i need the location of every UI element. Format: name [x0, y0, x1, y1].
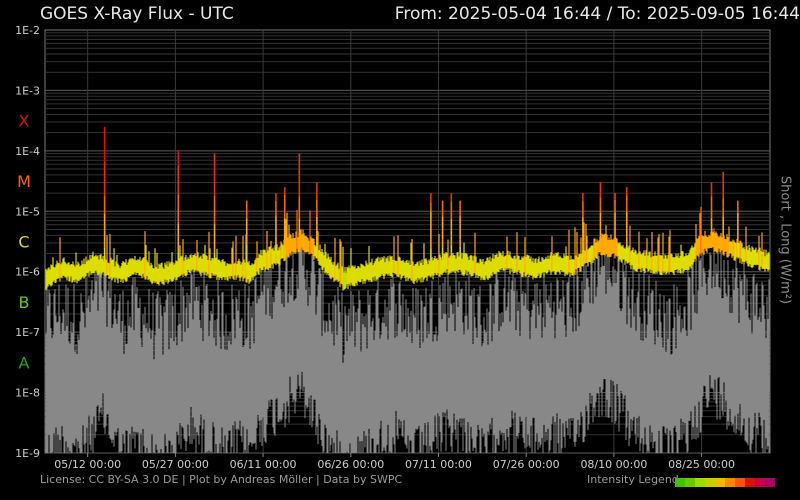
y-tick-label: 1E-9 [15, 447, 40, 460]
y-tick-label: 1E-6 [15, 266, 40, 279]
legend-swatch [705, 478, 715, 487]
legend-swatch [755, 478, 765, 487]
x-tick-label: 07/26 00:00 [493, 458, 560, 471]
intensity-legend-label: Intensity Legend [587, 473, 679, 486]
legend-swatch [675, 478, 685, 487]
legend-swatch [685, 478, 695, 487]
y-axis-label: Short , Long (W/m²) [777, 175, 793, 305]
intensity-legend-bar [675, 478, 775, 487]
x-tick-label: 07/11 00:00 [405, 458, 472, 471]
legend-swatch [745, 478, 755, 487]
legend-swatch [765, 478, 775, 487]
flare-class-a: A [19, 353, 30, 372]
x-tick-label: 05/12 00:00 [54, 458, 121, 471]
legend-swatch [695, 478, 705, 487]
y-tick-label: 1E-7 [15, 326, 40, 339]
x-tick-label: 06/26 00:00 [317, 458, 384, 471]
y-tick-label: 1E-3 [15, 84, 40, 97]
flare-class-b: B [19, 293, 30, 312]
series-short [45, 227, 770, 453]
license-text: License: CC BY-SA 3.0 DE | Plot by Andre… [40, 473, 403, 486]
flare-class-m: M [17, 172, 31, 191]
chart-title: GOES X-Ray Flux - UTC [40, 4, 234, 24]
y-tick-label: 1E-4 [15, 145, 40, 158]
legend-swatch [725, 478, 735, 487]
legend-swatch [715, 478, 725, 487]
x-tick-label: 06/11 00:00 [230, 458, 297, 471]
flare-class-c: C [18, 233, 29, 252]
y-tick-label: 1E-5 [15, 205, 40, 218]
x-tick-label: 05/27 00:00 [142, 458, 209, 471]
flare-class-x: X [19, 112, 30, 131]
x-tick-label: 08/25 00:00 [668, 458, 735, 471]
y-tick-label: 1E-8 [15, 387, 40, 400]
date-range: From: 2025-05-04 16:44 / To: 2025-09-05 … [394, 4, 800, 24]
x-tick-label: 08/10 00:00 [580, 458, 647, 471]
series-long [45, 206, 770, 291]
y-tick-label: 1E-2 [15, 24, 40, 37]
legend-swatch [735, 478, 745, 487]
